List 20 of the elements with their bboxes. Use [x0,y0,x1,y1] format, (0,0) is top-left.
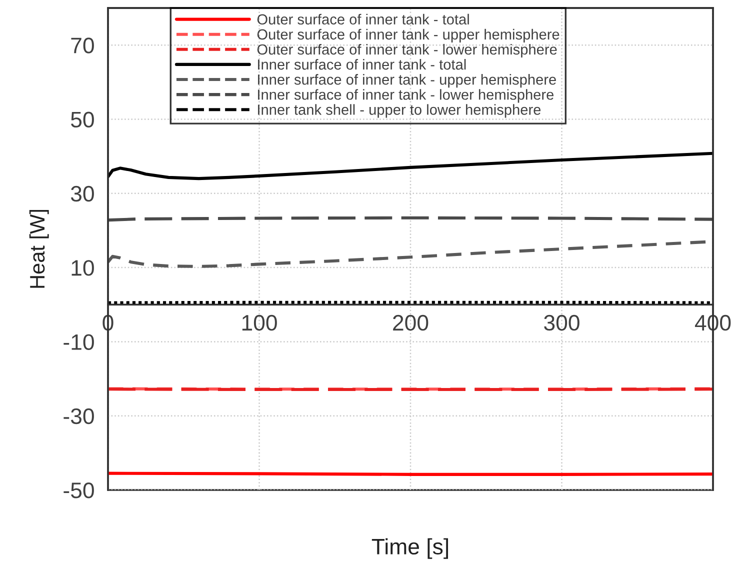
legend-label: Inner surface of inner tank - total [258,58,466,70]
legend-label: Inner surface of inner tank - upper hemisphere [258,74,556,88]
y-tick-label: 30 [70,186,94,202]
y-tick-label: -10 [64,334,94,350]
y-tick-label: 70 [71,38,94,54]
legend-label: Outer surface of inner tank - lower hemisphere [257,44,557,58]
y-tick-label: 10 [72,260,94,276]
line-series [108,152,713,180]
x-tick-label: 100 [242,314,277,331]
y-tick-label: -30 [64,408,94,424]
legend-label: Outer surface of inner tank - total [257,14,469,25]
x-axis-title: Time [s] [372,538,448,559]
y-tick-label: 50 [70,112,94,128]
x-tick-label: 200 [393,314,428,331]
x-tick-label: 300 [544,314,580,331]
legend-label: Inner tank shell - upper to lower hemisphere [258,104,541,118]
legend-label: Outer surface of inner tank - upper hemisphere [257,28,560,42]
legend-label: Inner surface of inner tank - lower hemisphere [258,89,554,103]
y-axis-title: Heat [W] [29,210,49,288]
y-tick-label: -50 [64,482,94,498]
